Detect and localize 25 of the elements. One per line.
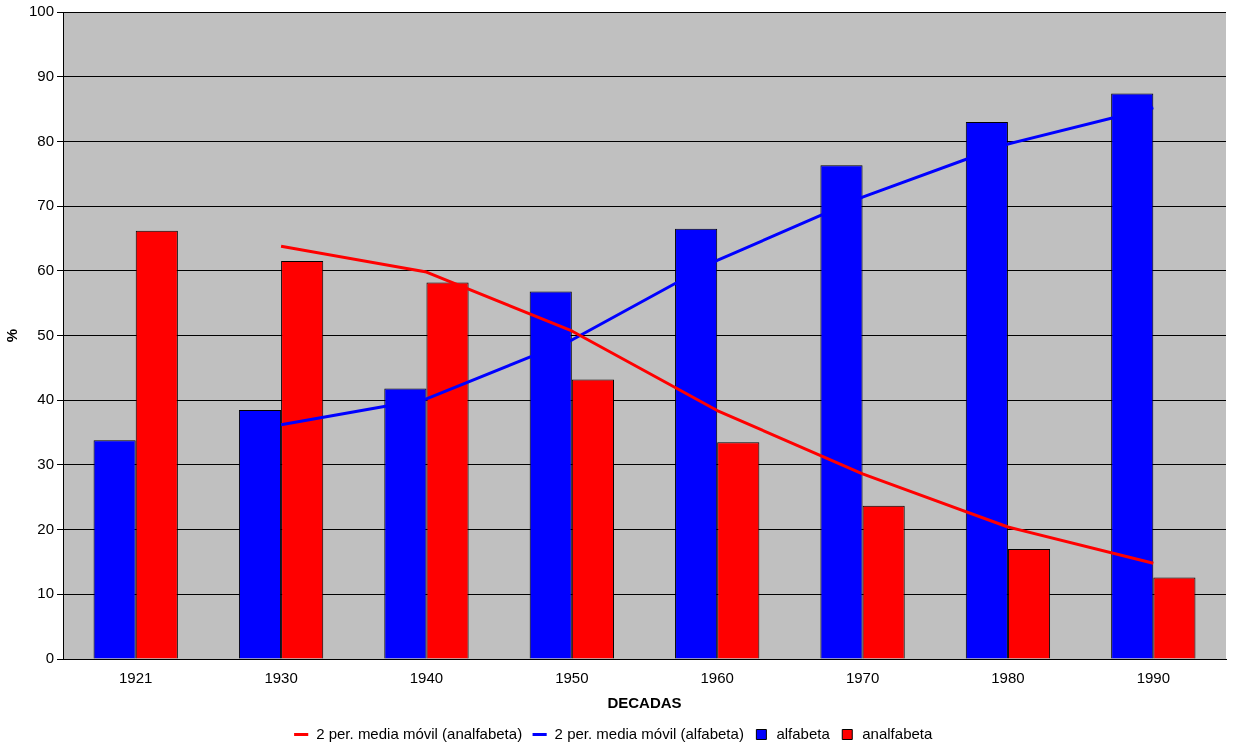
y-tick-label: 80 [37, 131, 55, 149]
legend-label: alfabeta [776, 724, 831, 742]
x-tick-label: 1960 [700, 669, 734, 687]
legend-label: 2 per. media móvil (analfabeta) [316, 724, 523, 742]
y-tick-label: 90 [37, 66, 55, 84]
x-tick-label: 1921 [119, 669, 153, 687]
y-tick-label: 40 [37, 390, 55, 408]
x-tick-label: 1940 [409, 669, 444, 687]
y-axis-title: % [3, 328, 21, 343]
y-tick-label: 50 [37, 325, 55, 343]
x-tick-label: 1990 [1136, 669, 1170, 687]
x-tick-label: 1930 [264, 669, 298, 687]
y-tick-label: 10 [37, 584, 55, 602]
legend-label: 2 per. media móvil (alfabeta) [554, 724, 744, 742]
y-tick-label: 30 [37, 455, 55, 473]
y-tick-label: 70 [37, 196, 55, 214]
y-tick-label: 60 [37, 260, 55, 278]
x-tick-label: 1970 [845, 669, 880, 687]
x-axis-title: DECADAS [607, 694, 682, 712]
legend-label: analfabeta [862, 724, 933, 742]
x-tick-label: 1950 [555, 669, 589, 687]
y-tick-label: 20 [37, 519, 55, 537]
y-tick-label: 0 [45, 649, 55, 667]
x-tick-label: 1980 [991, 669, 1025, 687]
y-tick-label: 100 [29, 2, 55, 20]
